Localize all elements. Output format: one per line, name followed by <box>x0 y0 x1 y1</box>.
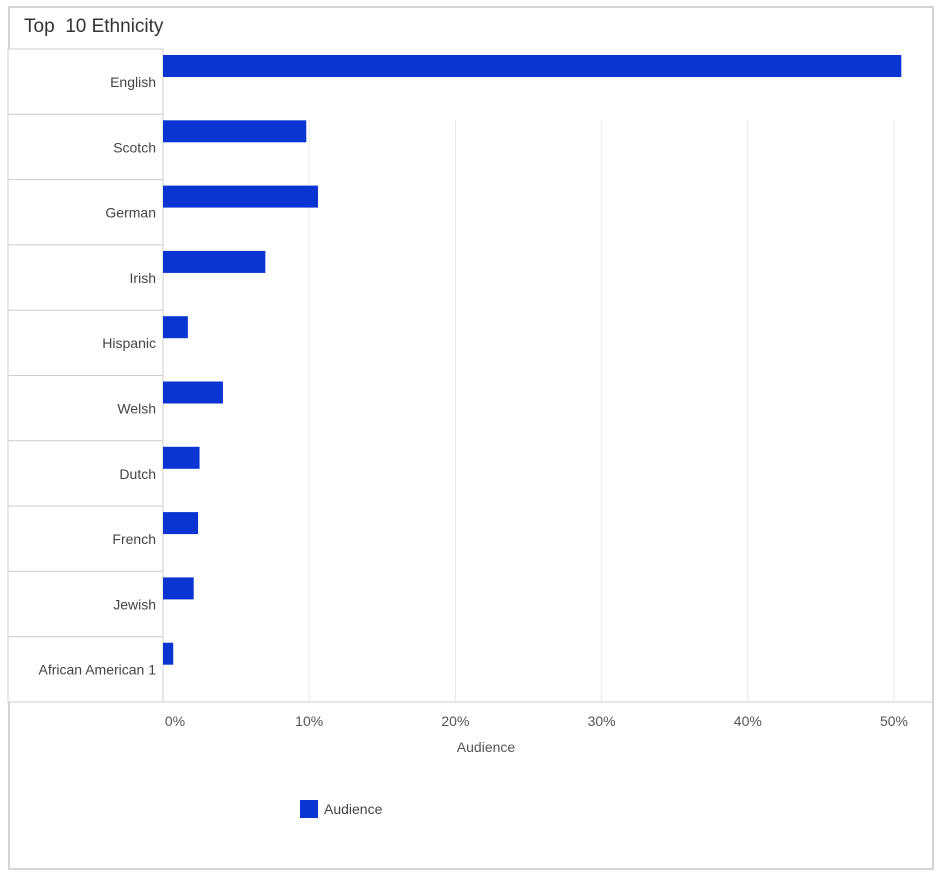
category-label: Welsh <box>117 401 156 417</box>
category-label: Jewish <box>113 596 156 612</box>
legend[interactable]: Audience <box>300 800 382 818</box>
x-axis-title: Audience <box>457 739 516 755</box>
bar[interactable] <box>163 446 200 469</box>
category-band <box>7 113 164 181</box>
category-label: French <box>112 531 156 547</box>
x-tick-label: 0% <box>165 713 185 729</box>
bar[interactable] <box>163 316 188 339</box>
x-tick-label: 50% <box>880 713 908 729</box>
category-label: Dutch <box>119 466 156 482</box>
category-band <box>7 440 164 507</box>
category-label: Hispanic <box>102 335 156 351</box>
bar[interactable] <box>163 577 194 600</box>
x-tick-label: 10% <box>295 713 323 729</box>
x-tick-label: 30% <box>588 713 616 729</box>
category-band <box>7 179 164 246</box>
bar[interactable] <box>163 250 266 273</box>
x-tick-label: 20% <box>441 713 469 729</box>
bar[interactable] <box>163 642 174 665</box>
category-band <box>7 636 164 703</box>
category-label: Scotch <box>113 139 156 155</box>
category-label: Irish <box>130 270 156 286</box>
category-band <box>7 505 164 572</box>
legend-swatch <box>300 800 318 818</box>
chart-title: Top 10 Ethnicity <box>24 16 164 37</box>
category-band <box>7 375 164 442</box>
bar[interactable] <box>163 381 223 404</box>
category-band <box>7 48 164 115</box>
bar[interactable] <box>163 512 199 535</box>
bar[interactable] <box>163 55 902 77</box>
bar[interactable] <box>163 120 307 143</box>
x-tick-label: 40% <box>734 713 762 729</box>
category-band <box>7 570 164 638</box>
legend-label: Audience <box>324 801 383 817</box>
bar[interactable] <box>163 185 318 208</box>
category-label: English <box>110 74 156 90</box>
category-label: African American 1 <box>39 662 157 678</box>
category-label: German <box>105 205 156 221</box>
